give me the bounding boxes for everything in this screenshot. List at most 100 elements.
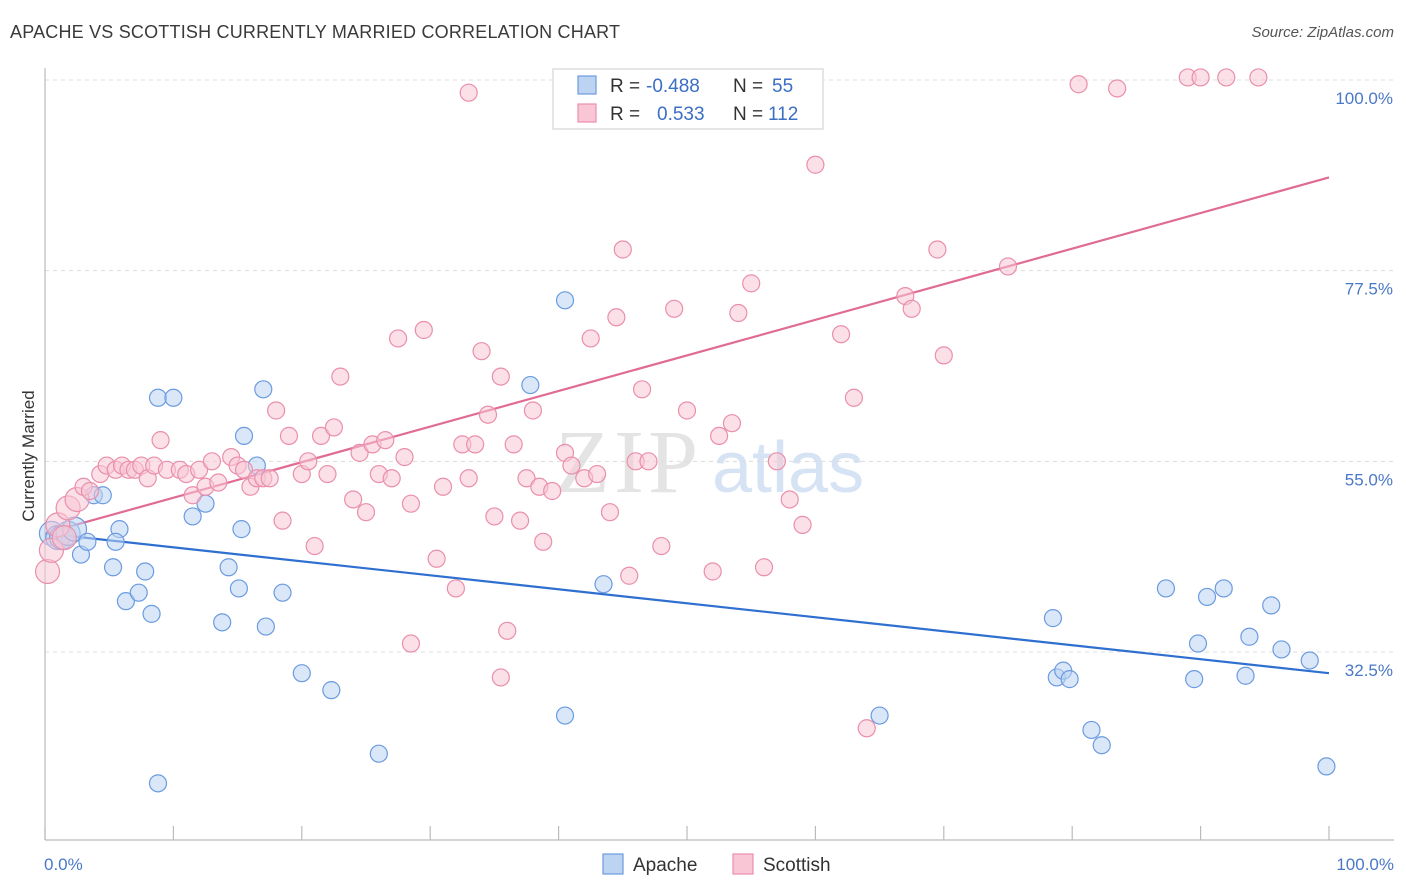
apache-point-54	[1317, 757, 1336, 776]
series-legend-label-apache: Apache	[633, 855, 697, 876]
scottish-point-112	[401, 634, 421, 653]
scottish-point-59	[466, 435, 485, 454]
apache-point-45	[1185, 670, 1204, 689]
scottish-point-70	[534, 532, 553, 551]
scottish-point-37	[299, 452, 318, 471]
apache-point-46	[1188, 634, 1208, 653]
scottish-point-7	[80, 481, 100, 501]
x-tick-marks	[44, 826, 1330, 840]
scottish-point-80	[620, 566, 639, 585]
scottish-point-28	[234, 460, 254, 479]
legend-n-value-apache: 55	[772, 76, 793, 97]
scottish-point-99	[857, 719, 876, 738]
scottish-point-113	[491, 668, 510, 687]
scottish-point-101	[902, 299, 921, 318]
scottish-point-63	[491, 367, 510, 386]
legend-r-value-apache: -0.488	[646, 76, 700, 97]
scottish-point-0	[34, 558, 61, 585]
apache-point-44	[1156, 579, 1176, 598]
scottish-point-45	[356, 503, 376, 522]
scottish-point-98	[844, 388, 864, 407]
apache-point-21	[213, 613, 232, 632]
apache-point-17	[148, 388, 168, 407]
scottish-point-32	[260, 469, 279, 488]
scottish-point-39	[311, 426, 331, 446]
x-tick-label-min: 0.0%	[44, 855, 83, 874]
scottish-point-58	[459, 469, 478, 488]
scottish-point-50	[389, 329, 408, 348]
apache-point-47	[1197, 587, 1217, 607]
apache-point-23	[229, 579, 248, 598]
y-tick-label-3: 32.5%	[1345, 661, 1393, 680]
series-legend-swatch-apache	[602, 853, 624, 875]
apache-point-36	[594, 575, 613, 594]
apache-trend-line	[44, 532, 1330, 675]
scottish-point-111	[459, 83, 478, 102]
apache-point-51	[1262, 596, 1281, 615]
scottish-point-40	[318, 464, 337, 484]
apache-point-28	[256, 617, 275, 636]
apache-point-52	[1272, 640, 1291, 659]
scottish-point-78	[607, 308, 626, 327]
scottish-point-34	[273, 511, 292, 530]
scottish-point-61	[478, 405, 498, 424]
scottish-point-95	[793, 515, 812, 534]
scottish-point-93	[767, 452, 786, 471]
scottish-point-38	[305, 536, 324, 556]
scottish-point-55	[433, 477, 453, 496]
scottish-point-77	[600, 503, 620, 522]
scottish-point-91	[742, 274, 761, 293]
legend-r-label-apache: R =	[610, 76, 640, 97]
series-legend-label-scottish: Scottish	[763, 855, 831, 876]
scottish-point-64	[498, 621, 517, 640]
apache-point-43	[1092, 736, 1111, 755]
scottish-point-22	[189, 460, 209, 479]
scottish-point-35	[279, 426, 299, 446]
apache-point-11	[106, 532, 125, 551]
correlation-legend: R = -0.488 N = 55 R = 0.533 N = 112	[552, 68, 824, 130]
apache-point-53	[1300, 651, 1319, 670]
scottish-point-104	[998, 257, 1018, 276]
scottish-point-94	[780, 490, 799, 509]
watermark: ZIP atlas	[555, 413, 864, 512]
legend-box	[552, 68, 824, 130]
scottish-point-49	[382, 469, 401, 488]
apache-point-37	[870, 706, 889, 725]
scottish-point-43	[344, 490, 363, 509]
legend-n-label-scottish: N =	[733, 104, 763, 125]
apache-point-13	[129, 583, 148, 602]
scottish-point-66	[510, 511, 530, 530]
scottish-point-54	[427, 549, 446, 568]
scottish-point-41	[324, 418, 343, 437]
apache-point-14	[136, 562, 155, 581]
scottish-point-86	[677, 401, 697, 420]
scottish-point-82	[632, 380, 652, 399]
legend-n-value-scottish: 112	[768, 104, 798, 125]
apache-point-9	[103, 558, 123, 577]
apache-point-33	[521, 375, 540, 395]
apache-point-50	[1240, 627, 1259, 646]
scottish-point-52	[401, 494, 421, 513]
scottish-point-65	[504, 435, 523, 454]
scottish-point-83	[639, 452, 658, 471]
scottish-point-89	[722, 414, 742, 433]
scottish-point-53	[414, 320, 433, 340]
apache-point-42	[1082, 720, 1101, 740]
scottish-point-17	[151, 431, 170, 450]
scottish-point-24	[202, 452, 222, 471]
scottish-point-42	[331, 367, 350, 386]
data-points	[34, 68, 1336, 793]
apache-point-22	[219, 558, 238, 577]
scottish-point-85	[665, 299, 684, 318]
scottish-point-33	[267, 401, 286, 420]
scottish-point-3	[51, 524, 77, 551]
y-tick-labels: 100.0% 77.5% 55.0% 32.5%	[1335, 89, 1393, 680]
apache-point-29	[273, 583, 292, 602]
scottish-point-62	[485, 507, 504, 526]
scottish-point-108	[1191, 68, 1210, 87]
apache-point-32	[369, 744, 388, 763]
y-tick-label-2: 55.0%	[1345, 470, 1393, 489]
legend-r-label-scottish: R =	[610, 104, 640, 125]
scottish-point-73	[562, 456, 581, 475]
